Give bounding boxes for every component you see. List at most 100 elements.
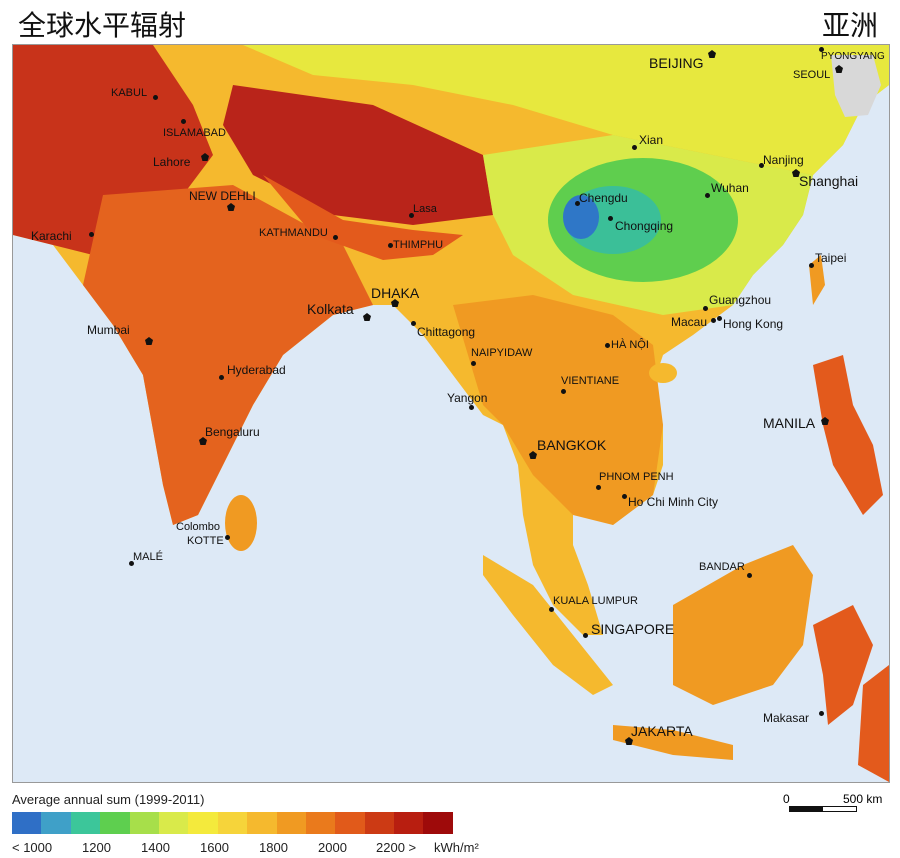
ho-chi-minh-label: Ho Chi Minh City (628, 495, 719, 509)
manila-label: MANILA (763, 415, 816, 431)
legend-tick: 1400 (141, 840, 170, 855)
phnom-penh-label: PHNOM PENH (599, 471, 674, 483)
kolkata-marker (363, 313, 371, 321)
dhaka-marker (391, 299, 399, 307)
scale-bar (789, 806, 857, 812)
male-marker (129, 561, 134, 566)
pyongyang-marker (819, 47, 824, 52)
legend-color-scale (12, 812, 453, 834)
bandar-marker (747, 573, 752, 578)
lasa-marker (409, 213, 414, 218)
bengaluru-label: Bengaluru (205, 425, 260, 439)
kabul-marker (153, 95, 158, 100)
pyongyang-label: PYONGYANG (821, 51, 885, 62)
chongqing-marker (608, 216, 613, 221)
kotte-label: KOTTE (187, 535, 224, 547)
legend-swatch (276, 812, 306, 834)
legend-swatch (41, 812, 71, 834)
legend-swatch (70, 812, 101, 834)
lasa-label: Lasa (413, 203, 437, 215)
xian-marker (632, 145, 637, 150)
india-orange (83, 185, 373, 525)
yangon-label: Yangon (447, 391, 488, 405)
kathmandu-marker (333, 235, 338, 240)
legend-swatch (100, 812, 130, 834)
macau-label: Macau (671, 315, 708, 329)
beijing-marker (708, 50, 716, 58)
mumbai-label: Mumbai (87, 323, 130, 337)
ha-noi-marker (605, 343, 610, 348)
makasar-label: Makasar (763, 711, 810, 725)
scale-max-label: 500 km (843, 792, 883, 806)
chittagong-label: Chittagong (417, 325, 476, 339)
legend-title: Average annual sum (1999-2011) (12, 792, 205, 807)
xian-label: Xian (639, 133, 664, 147)
legend-tick: 2000 (318, 840, 347, 855)
new-guinea-fragment (858, 665, 889, 782)
seoul-marker (835, 65, 843, 73)
taipei-label: Taipei (815, 251, 847, 265)
chengdu-marker (575, 201, 580, 206)
legend-swatch (129, 812, 159, 834)
legend-swatch (247, 812, 277, 834)
hong-kong-label: Hong Kong (723, 317, 784, 331)
yangon-marker (469, 405, 474, 410)
chongqing-label: Chongqing (615, 219, 674, 233)
chittagong-marker (411, 321, 416, 326)
makasar-marker (819, 711, 824, 716)
mumbai-marker (145, 337, 153, 345)
sri-lanka (225, 495, 257, 551)
legend-swatch (364, 812, 395, 834)
legend-swatch (394, 812, 424, 834)
legend-swatch (158, 812, 189, 834)
legend-tick: 2200 > (376, 840, 417, 855)
sichuan-blue (563, 195, 599, 239)
kotte-marker (225, 535, 230, 540)
legend-swatch (217, 812, 248, 834)
singapore-label: SINGAPORE (591, 621, 675, 637)
new-dehli-marker (227, 203, 235, 211)
java (613, 725, 733, 760)
karachi-marker (89, 232, 94, 237)
legend-tick: 1600 (200, 840, 229, 855)
bangkok-label: BANGKOK (537, 437, 607, 453)
bengaluru-marker (199, 437, 207, 445)
colombo-label: Colombo (176, 521, 221, 533)
thimphu-marker (388, 243, 393, 248)
nanjing-marker (759, 163, 764, 168)
legend-swatch (12, 812, 42, 834)
lahore-label: Lahore (153, 155, 191, 169)
guangzhou-label: Guangzhou (709, 293, 772, 307)
indochina (453, 295, 663, 525)
jakarta-marker (625, 737, 633, 745)
new-dehli-label: NEW DEHLI (189, 189, 256, 203)
map-canvas[interactable]: KABUL ISLAMABAD Lahore NEW DEHLI Karachi… (12, 44, 890, 783)
hainan (649, 363, 677, 383)
map-shapes (13, 45, 889, 782)
shanghai-label: Shanghai (799, 173, 859, 189)
kathmandu-label: KATHMANDU (259, 227, 328, 239)
wuhan-marker (705, 193, 710, 198)
bandar-label: BANDAR (699, 561, 745, 573)
vientiane-marker (561, 389, 566, 394)
kolkata-label: Kolkata (307, 301, 354, 317)
region-title: 亚洲 (821, 9, 878, 42)
guangzhou-marker (703, 306, 708, 311)
manila-marker (821, 417, 829, 425)
kuala-lumpur-label: KUALA LUMPUR (553, 595, 638, 607)
male-label: MALÉ (133, 551, 163, 563)
ha-noi-label: HÀ NỘI (611, 339, 649, 351)
korea (831, 55, 881, 117)
thimphu-label: THIMPHU (393, 239, 444, 251)
philippines (813, 355, 883, 515)
chengdu-label: Chengdu (579, 191, 628, 205)
hyderabad-marker (219, 375, 224, 380)
nanjing-label: Nanjing (763, 153, 804, 167)
legend-swatch (188, 812, 218, 834)
macau-marker (711, 318, 716, 323)
ho-chi-minh-marker (622, 494, 627, 499)
phnom-penh-marker (596, 485, 601, 490)
scale-zero-label: 0 (783, 792, 790, 806)
islamabad-label: ISLAMABAD (163, 127, 226, 139)
map-title: 全球水平辐射 (18, 9, 187, 42)
